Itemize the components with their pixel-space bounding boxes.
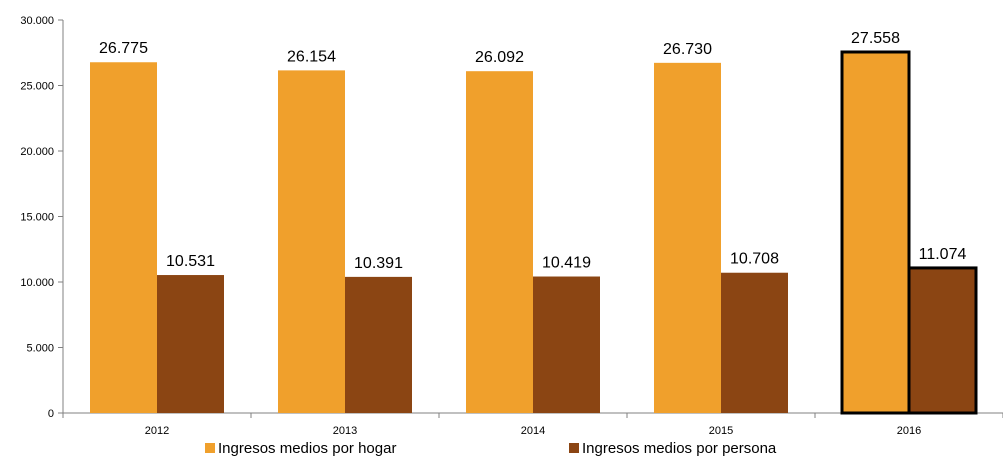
- data-label: 10.708: [730, 251, 779, 268]
- y-tick-label: 10.000: [20, 277, 54, 289]
- legend-label: Ingresos medios por hogar: [218, 440, 396, 457]
- bar: [278, 70, 345, 413]
- x-tick-label: 2015: [709, 425, 733, 437]
- bars: [90, 51, 976, 414]
- bar: [721, 272, 788, 413]
- bar: [466, 71, 533, 414]
- x-tick-label: 2012: [145, 425, 169, 437]
- y-tick-label: 20.000: [20, 146, 54, 158]
- y-tick-label: 5.000: [26, 343, 54, 355]
- data-label: 26.775: [99, 40, 148, 57]
- y-axis: 0 5.000 10.000 15.000 20.000 25.000 30.000: [20, 15, 64, 420]
- data-label: 10.419: [542, 255, 591, 272]
- x-tick-label: 2014: [521, 425, 545, 437]
- data-label: 10.391: [354, 255, 403, 272]
- highlight-2016: [840, 50, 978, 415]
- x-tick-label: 2013: [333, 425, 357, 437]
- y-tick-label: 0: [48, 408, 54, 420]
- bar: [157, 275, 224, 413]
- x-axis: 2012 2013 2014 2015 2016: [62, 412, 1003, 437]
- data-label: 26.154: [287, 48, 336, 65]
- bar: [533, 276, 600, 413]
- data-label: 10.531: [166, 253, 215, 270]
- bar: [842, 51, 909, 413]
- bar: [90, 62, 157, 414]
- data-labels: 26.775 10.531 26.154 10.391 26.092 10.419 26.7…: [99, 30, 966, 272]
- y-tick-label: 15.000: [20, 212, 54, 224]
- legend-swatch: [569, 443, 579, 453]
- data-label: 26.092: [475, 49, 524, 66]
- legend-swatch: [205, 443, 215, 453]
- data-label: 11.074: [919, 246, 967, 263]
- data-label: 27.558: [851, 30, 900, 47]
- data-label: 26.730: [663, 41, 712, 58]
- bar: [345, 276, 412, 413]
- legend: Ingresos medios por hogar Ingresos medios…: [205, 440, 777, 457]
- y-tick-label: 25.000: [20, 81, 54, 93]
- y-tick-label: 30.000: [20, 15, 54, 27]
- bar: [654, 62, 721, 413]
- x-tick-label: 2016: [897, 425, 921, 437]
- highlight-outline: [840, 50, 911, 415]
- highlight-outline: [907, 266, 978, 415]
- bar: [909, 267, 976, 413]
- legend-label: Ingresos medios por persona: [582, 440, 777, 457]
